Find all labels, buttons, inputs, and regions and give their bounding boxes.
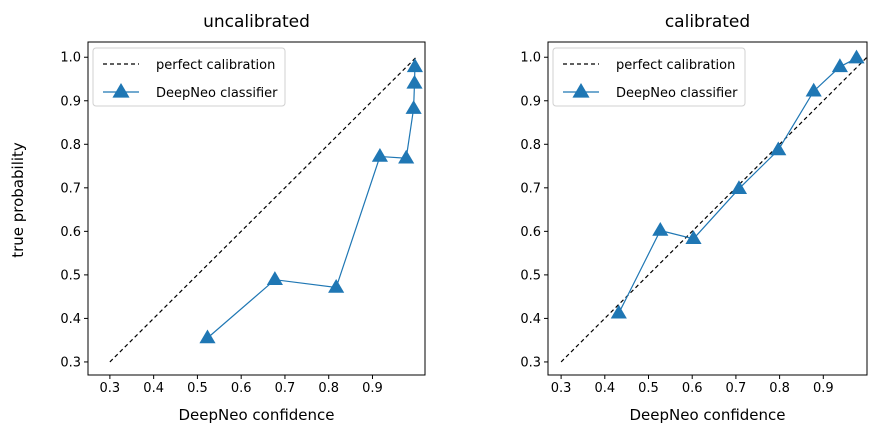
y-tick-label: 0.8 <box>520 138 541 153</box>
x-tick-label: 0.6 <box>682 381 703 396</box>
plot-area-frame <box>547 41 868 376</box>
plot-area-frame <box>87 41 426 376</box>
y-tick-label: 0.7 <box>60 181 81 196</box>
x-tick-label: 0.7 <box>275 381 296 396</box>
classifier-series-line <box>207 66 416 339</box>
x-tick-label: 0.7 <box>726 381 747 396</box>
legend-entry-label: perfect calibration <box>616 58 735 73</box>
classifier-data-point <box>266 271 283 285</box>
x-tick-label: 0.3 <box>551 381 572 396</box>
x-tick-label: 0.4 <box>594 381 615 396</box>
legend-entry-label: DeepNeo classifier <box>616 86 738 101</box>
classifier-data-point <box>685 230 702 245</box>
y-tick-label: 1.0 <box>60 51 81 66</box>
legend-triangle-marker <box>572 83 590 98</box>
calibrated-chart-panel: calibrated 0.3 0.4 0.5 0.6 0.7 0.8 0.9 0.3 0.4 0.5… <box>520 12 868 424</box>
x-tick-label: 0.5 <box>187 381 208 396</box>
y-tick-label: 0.6 <box>60 225 81 240</box>
y-tick-label: 0.3 <box>60 355 81 370</box>
classifier-data-point <box>328 279 345 293</box>
y-tick-label: 0.5 <box>520 268 541 283</box>
classifier-data-point <box>730 180 748 194</box>
legend-entry-label: DeepNeo classifier <box>156 86 278 101</box>
perfect-calibration-line <box>560 56 867 363</box>
classifier-data-point <box>831 58 848 73</box>
legend-triangle-marker <box>112 83 130 98</box>
classifier-data-point <box>406 58 424 73</box>
y-tick-label: 0.5 <box>60 268 81 283</box>
x-tick-label: 0.8 <box>769 381 790 396</box>
classifier-data-point <box>848 49 865 64</box>
classifier-data-point <box>405 100 422 114</box>
x-tick-label: 0.9 <box>362 381 383 396</box>
y-tick-label: 0.7 <box>520 181 541 196</box>
legend: perfect calibration DeepNeo classifier <box>552 47 746 107</box>
uncalibrated-chart-panel: uncalibrated 0.3 0.4 0.5 0.6 0.7 0.8 0.9 0.3 0.4 0… <box>60 12 426 424</box>
x-tick-label: 0.5 <box>638 381 659 396</box>
classifier-data-point <box>610 304 627 319</box>
y-tick-label: 0.9 <box>60 94 81 109</box>
x-tick-label: 0.9 <box>813 381 834 396</box>
legend: perfect calibration DeepNeo classifier <box>92 47 286 107</box>
classifier-data-point <box>805 82 822 97</box>
plot-area <box>560 49 867 363</box>
classifier-data-point <box>406 74 423 89</box>
y-tick-label: 0.6 <box>520 225 541 240</box>
x-axis-label: DeepNeo confidence <box>178 406 334 424</box>
legend-box <box>552 47 746 107</box>
shared-y-axis-label: true probability <box>9 142 27 258</box>
legend-box <box>92 47 286 107</box>
classifier-data-point <box>371 147 388 162</box>
plot-area <box>109 56 424 363</box>
x-tick-label: 0.8 <box>318 381 339 396</box>
perfect-calibration-line <box>109 56 417 363</box>
classifier-data-point <box>770 141 787 156</box>
y-tick-label: 0.8 <box>60 138 81 153</box>
classifier-data-point <box>199 329 216 344</box>
y-tick-label: 1.0 <box>520 51 541 66</box>
chart-title: uncalibrated <box>203 12 310 32</box>
x-tick-label: 0.3 <box>100 381 121 396</box>
x-axis-label: DeepNeo confidence <box>629 406 785 424</box>
classifier-data-point <box>652 221 669 236</box>
y-tick-label: 0.4 <box>60 312 81 327</box>
classifier-data-point <box>398 149 415 164</box>
y-tick-label: 0.4 <box>520 312 541 327</box>
x-tick-label: 0.6 <box>231 381 252 396</box>
x-tick-label: 0.4 <box>143 381 164 396</box>
legend-entry-label: perfect calibration <box>156 58 275 73</box>
chart-title: calibrated <box>665 12 750 32</box>
y-tick-label: 0.9 <box>520 94 541 109</box>
y-tick-label: 0.3 <box>520 355 541 370</box>
